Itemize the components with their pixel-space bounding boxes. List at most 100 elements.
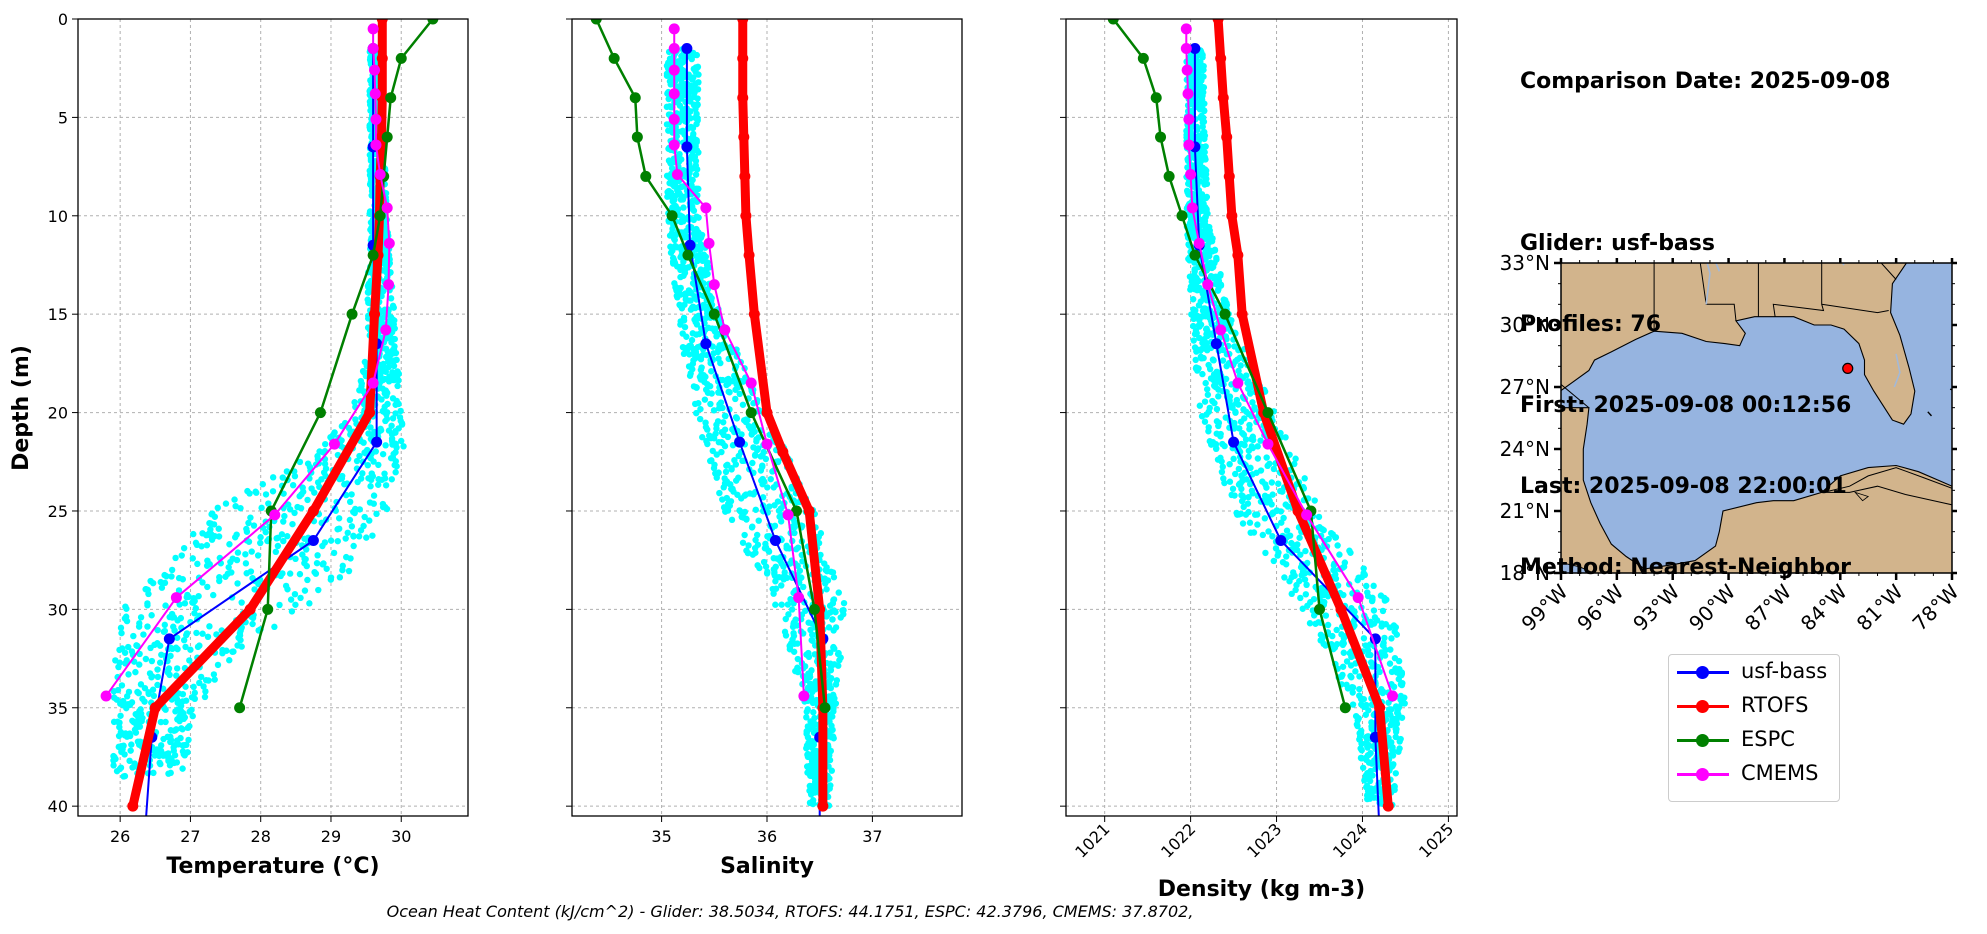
glider-sample-point: [348, 523, 356, 530]
map-lat-label: 27°N: [1500, 375, 1550, 399]
y-tick-label: 20: [48, 404, 68, 423]
glider-sample-point: [1368, 760, 1376, 767]
glider-sample-point: [836, 657, 843, 664]
x-tick-label: 1023: [1243, 819, 1285, 861]
glider-sample-point: [136, 661, 143, 668]
glider-sample-point: [752, 536, 759, 544]
glider-sample-point: [826, 681, 833, 688]
glider-sample-point: [1247, 464, 1254, 472]
series-point-usf-bass: [371, 436, 383, 448]
glider-sample-point: [1330, 566, 1337, 574]
river: [1893, 353, 1901, 388]
glider-sample-point: [388, 431, 396, 438]
glider-sample-point: [1265, 528, 1272, 535]
series-point-rtofs: [739, 170, 751, 182]
glider-sample-point: [151, 752, 158, 759]
series-point-cmems: [1183, 139, 1195, 151]
glider-sample-point: [739, 378, 747, 385]
glider-sample-point: [161, 571, 168, 579]
glider-sample-point: [1349, 684, 1357, 691]
glider-sample-point: [1201, 135, 1208, 143]
axes-frame: [1065, 18, 1458, 817]
glider-sample-point: [772, 578, 779, 585]
country-border: [1561, 383, 1590, 409]
glider-sample-point: [388, 422, 395, 429]
glider-sample-point: [1188, 52, 1195, 60]
glider-sample-point: [790, 629, 797, 637]
glider-sample-point: [719, 404, 726, 412]
series-point-cmems: [170, 592, 182, 604]
glider-sample-point: [749, 523, 756, 530]
series-point-espc: [1339, 702, 1351, 714]
glider-sample-point: [1395, 748, 1402, 755]
glider-sample-point: [741, 492, 748, 499]
glider-sample-point: [366, 517, 373, 524]
glider-sample-point: [1392, 770, 1399, 777]
glider-sample-point: [167, 733, 174, 741]
glider-sample-point: [1363, 582, 1370, 590]
glider-sample-point: [681, 323, 689, 331]
glider-sample-point: [395, 400, 402, 408]
series-point-cmems: [793, 592, 805, 604]
glider-sample-point: [1220, 475, 1227, 482]
glider-sample-point: [375, 461, 382, 469]
glider-name: Glider: usf-bass: [1520, 231, 1715, 256]
glider-sample-point: [252, 488, 259, 495]
series-point-rtofs: [1236, 308, 1248, 320]
glider-sample-point: [1239, 492, 1246, 500]
glider-sample-point: [1211, 399, 1218, 407]
series-point-rtofs: [737, 52, 749, 64]
glider-sample-point: [700, 371, 707, 379]
glider-sample-point: [1201, 418, 1209, 425]
series-point-usf-bass: [1210, 338, 1222, 350]
y-tick-label: 25: [48, 502, 68, 521]
glider-sample-point: [753, 531, 761, 539]
glider-sample-point: [697, 405, 704, 413]
glider-sample-point: [687, 98, 694, 105]
glider-sample-point: [321, 460, 329, 468]
glider-sample-point: [238, 599, 245, 606]
glider-sample-point: [718, 439, 725, 446]
series-point-rtofs: [1217, 92, 1229, 104]
glider-sample-point: [369, 532, 376, 539]
glider-sample-point: [379, 450, 387, 458]
x-axis-label: Temperature (°C): [166, 854, 379, 879]
glider-sample-point: [222, 573, 229, 580]
glider-sample-point: [1191, 330, 1199, 338]
glider-sample-point: [1261, 515, 1269, 522]
glider-sample-point: [327, 537, 335, 544]
glider-sample-point: [346, 516, 354, 524]
glider-sample-point: [389, 369, 396, 376]
glider-sample-point: [1219, 346, 1227, 354]
glider-sample-point: [1310, 595, 1318, 603]
glider-sample-point: [770, 590, 777, 597]
glider-sample-point: [1324, 621, 1332, 629]
glider-sample-point: [1212, 280, 1220, 288]
glider-sample-point: [144, 623, 151, 630]
map-lat-label: 24°N: [1500, 437, 1550, 461]
glider-sample-point: [1398, 681, 1406, 689]
glider-sample-point: [1383, 596, 1390, 603]
legend-item-espc: ESPC: [1669, 723, 1839, 757]
glider-sample-point: [1213, 418, 1221, 425]
glider-sample-point: [766, 503, 773, 510]
series-point-cmems: [1215, 324, 1227, 336]
glider-sample-point: [762, 540, 769, 548]
glider-sample-point: [154, 626, 161, 634]
glider-sample-point: [692, 136, 700, 144]
glider-sample-point: [1213, 405, 1221, 413]
glider-sample-point: [395, 377, 402, 384]
glider-sample-point: [736, 507, 743, 514]
glider-sample-point: [1362, 711, 1370, 718]
glider-sample-point: [116, 659, 123, 666]
series-point-espc: [367, 249, 379, 261]
series-point-espc: [708, 308, 720, 320]
glider-sample-point: [291, 472, 299, 480]
glider-sample-point: [171, 741, 178, 749]
comparison-info-block: Comparison Date: 2025-09-08 Glider: usf-…: [1520, 14, 1890, 608]
glider-sample-point: [304, 576, 311, 584]
glider-sample-point: [348, 491, 355, 498]
glider-sample-point: [339, 566, 346, 574]
glider-sample-point: [1302, 591, 1310, 598]
glider-sample-point: [124, 731, 132, 738]
